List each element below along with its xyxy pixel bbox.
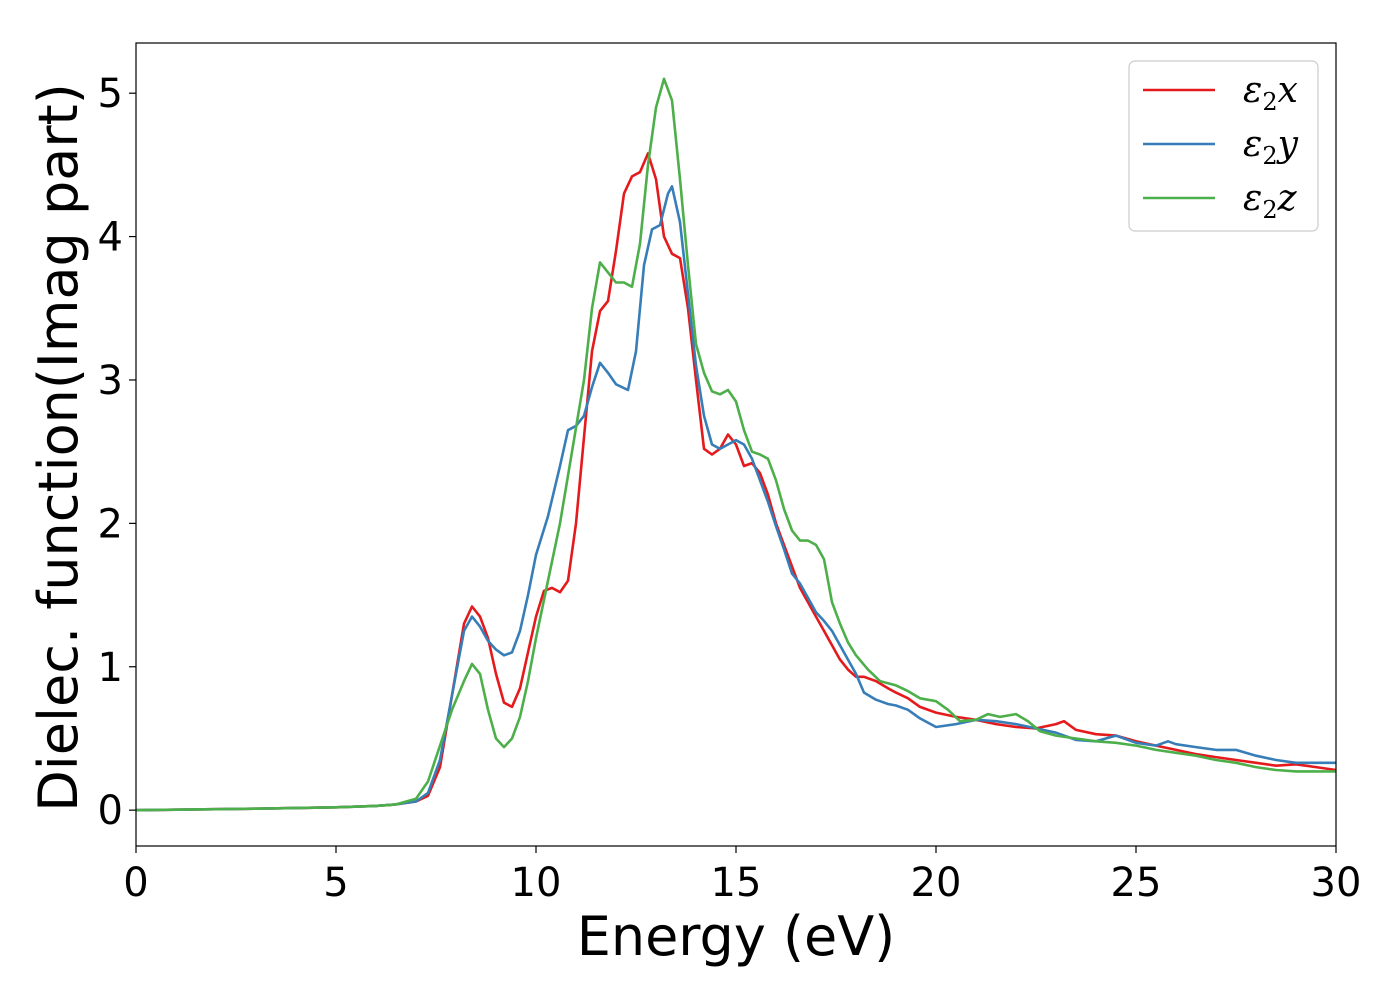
legend-symbol: ε — [1243, 178, 1262, 219]
x-axis: 0 5 10 15 20 25 30 — [123, 846, 1361, 906]
y-tick-label: 5 — [98, 71, 123, 117]
legend-axis: x — [1278, 70, 1298, 111]
x-tick-label: 30 — [1311, 860, 1362, 906]
y-tick-label: 0 — [98, 788, 123, 834]
y-tick-label: 3 — [98, 358, 123, 404]
legend-axis: z — [1277, 178, 1298, 219]
legend-label-z: ε2z — [1243, 178, 1298, 224]
x-axis-title: Energy (eV) — [577, 905, 896, 968]
series-line-z — [135, 77, 1336, 812]
y-axis: 0 1 2 3 4 5 — [98, 71, 136, 834]
x-tick-label: 10 — [511, 860, 562, 906]
series-line-x — [135, 152, 1337, 812]
x-tick-label: 25 — [1111, 860, 1162, 906]
legend-axis: y — [1276, 124, 1299, 165]
legend-box — [1128, 60, 1319, 232]
y-axis-title: Dielec. function(Imag part) — [27, 83, 90, 812]
legend-subscript: 2 — [1262, 142, 1277, 170]
legend-symbol: ε — [1243, 70, 1262, 111]
y-tick-label: 2 — [98, 501, 123, 547]
legend-subscript: 2 — [1262, 196, 1277, 224]
legend-subscript: 2 — [1262, 88, 1277, 116]
y-tick-label: 4 — [98, 215, 123, 261]
series-layer — [135, 77, 1337, 812]
x-tick-label: 0 — [123, 860, 148, 906]
x-tick-label: 15 — [711, 860, 762, 906]
legend-label-x: ε2x — [1243, 70, 1298, 116]
y-tick-label: 1 — [98, 645, 123, 691]
legend-symbol: ε — [1243, 124, 1262, 165]
x-tick-label: 20 — [911, 860, 962, 906]
x-tick-label: 5 — [323, 860, 348, 906]
legend-label-y: ε2y — [1243, 124, 1299, 170]
